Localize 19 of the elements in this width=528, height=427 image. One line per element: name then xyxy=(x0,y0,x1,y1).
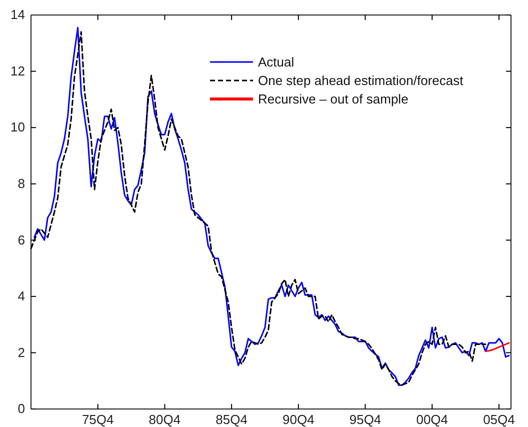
y-tick-label: 0 xyxy=(18,401,25,416)
x-tick-label: 95Q4 xyxy=(349,412,382,427)
legend-label: One step ahead estimation/forecast xyxy=(258,73,464,88)
line-series xyxy=(484,342,510,352)
y-tick-label: 4 xyxy=(18,288,25,304)
x-tick-label: 85Q4 xyxy=(216,412,248,427)
x-tick-label: 90Q4 xyxy=(282,412,314,427)
x-tick-label: 05Q4 xyxy=(483,412,515,427)
y-tick-label: 10 xyxy=(10,120,25,135)
x-tick-label: 00Q4 xyxy=(416,412,448,427)
x-tick-label: 80Q4 xyxy=(148,412,181,427)
y-tick-label: 6 xyxy=(18,232,25,248)
y-tick-label: 8 xyxy=(18,176,25,192)
y-tick-label: 2 xyxy=(18,344,25,360)
legend-label: Recursive – out of sample xyxy=(258,92,408,106)
y-tick-label: 14 xyxy=(10,7,25,22)
x-tick-label: 75Q4 xyxy=(82,412,114,427)
legend-label: Actual xyxy=(258,54,294,70)
y-tick-label: 12 xyxy=(10,63,25,78)
